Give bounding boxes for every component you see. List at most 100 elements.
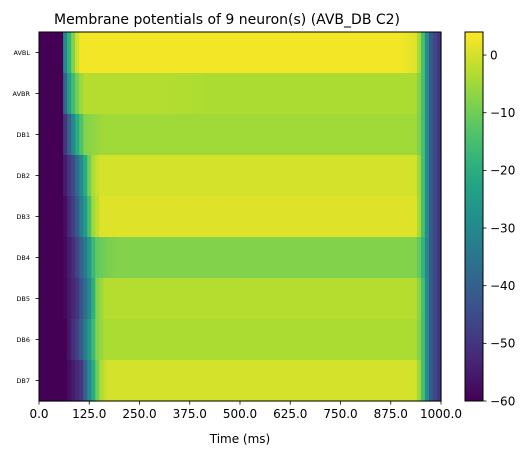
- heatmap-cell: [123, 32, 129, 74]
- heatmap-cell: [404, 319, 410, 361]
- heatmap-cell: [71, 237, 76, 279]
- heatmap-cell: [280, 196, 285, 238]
- heatmap-cell: [296, 278, 301, 320]
- heatmap-cell: [163, 114, 169, 156]
- heatmap-cell: [119, 319, 125, 361]
- heatmap-cell: [119, 196, 125, 238]
- heatmap-cell: [356, 319, 362, 361]
- heatmap-cell: [292, 114, 297, 156]
- heatmap-cell: [231, 32, 237, 74]
- heatmap-cell: [147, 360, 153, 402]
- heatmap-cell: [147, 278, 153, 320]
- heatmap-cell: [240, 237, 245, 279]
- heatmap-cell: [131, 155, 137, 197]
- heatmap-cell: [211, 237, 217, 279]
- colorbar-tick-label: −40: [490, 279, 515, 293]
- heatmap-cell: [364, 114, 370, 156]
- heatmap-cell: [336, 155, 342, 197]
- heatmap-cell: [352, 360, 358, 402]
- heatmap-cell: [288, 319, 293, 361]
- heatmap-cell: [420, 155, 426, 197]
- heatmap-cell: [127, 73, 133, 115]
- heatmap-cell: [99, 114, 104, 156]
- heatmap-cell: [39, 32, 44, 74]
- heatmap-cell: [223, 360, 229, 402]
- heatmap-cell: [424, 73, 430, 115]
- heatmap-cell: [340, 114, 346, 156]
- heatmap-cell: [103, 319, 108, 361]
- heatmap-cell: [352, 114, 358, 156]
- heatmap-row-avbl: [39, 32, 442, 74]
- heatmap-cell: [163, 278, 169, 320]
- heatmap-cell: [175, 278, 181, 320]
- heatmap-cell: [436, 278, 442, 320]
- heatmap-cell: [43, 360, 48, 402]
- heatmap-cell: [348, 73, 354, 115]
- heatmap-cell: [412, 155, 418, 197]
- heatmap-cell: [111, 360, 116, 402]
- heatmap-cell: [388, 237, 394, 279]
- heatmap-cell: [111, 114, 116, 156]
- heatmap-row-db6: [39, 319, 442, 361]
- heatmap-cell: [364, 278, 370, 320]
- heatmap-cell: [324, 237, 330, 279]
- heatmap-cell: [211, 73, 217, 115]
- heatmap-cell: [219, 155, 225, 197]
- heatmap-cell: [199, 360, 205, 402]
- heatmap-cell: [276, 237, 281, 279]
- heatmap-cell: [304, 114, 309, 156]
- heatmap-cell: [428, 237, 434, 279]
- heatmap-cell: [83, 196, 88, 238]
- heatmap-cell: [268, 360, 273, 402]
- heatmap-cell: [95, 73, 100, 115]
- heatmap-cell: [344, 73, 350, 115]
- heatmap-cell: [252, 196, 257, 238]
- heatmap-cell: [63, 237, 68, 279]
- heatmap-cell: [300, 155, 305, 197]
- heatmap-cell: [43, 278, 48, 320]
- heatmap-cell: [280, 237, 285, 279]
- heatmap-cell: [420, 114, 426, 156]
- heatmap-cell: [187, 319, 193, 361]
- heatmap-cell: [412, 32, 418, 74]
- heatmap-cell: [312, 32, 317, 74]
- heatmap-cell: [171, 73, 177, 115]
- heatmap-cell: [71, 73, 76, 115]
- heatmap-cell: [131, 278, 137, 320]
- heatmap-cell: [115, 155, 120, 197]
- heatmap-cell: [376, 114, 382, 156]
- heatmap-cell: [256, 278, 261, 320]
- heatmap-cell: [59, 114, 64, 156]
- heatmap-cell: [268, 73, 273, 115]
- heatmap-cell: [284, 196, 289, 238]
- heatmap-cell: [39, 360, 44, 402]
- heatmap-cell: [83, 73, 88, 115]
- heatmap-cell: [131, 196, 137, 238]
- heatmap-cell: [171, 155, 177, 197]
- heatmap-cell: [376, 319, 382, 361]
- heatmap-cell: [195, 319, 201, 361]
- heatmap-cell: [63, 73, 68, 115]
- heatmap-cell: [432, 237, 438, 279]
- heatmap-cell: [135, 278, 141, 320]
- heatmap-cell: [183, 278, 189, 320]
- heatmap-cell: [151, 196, 157, 238]
- heatmap-cell: [47, 360, 52, 402]
- heatmap-cell: [244, 237, 249, 279]
- heatmap-cell: [211, 32, 217, 74]
- heatmap-cell: [428, 278, 434, 320]
- heatmap-cell: [39, 319, 44, 361]
- heatmap-cell: [39, 155, 44, 197]
- heatmap-cell: [296, 196, 301, 238]
- heatmap-cell: [432, 278, 438, 320]
- heatmap-cell: [199, 114, 205, 156]
- heatmap-cell: [143, 155, 149, 197]
- heatmap-cell: [392, 319, 398, 361]
- heatmap-cell: [231, 196, 237, 238]
- heatmap-cell: [356, 278, 362, 320]
- heatmap-cell: [300, 73, 305, 115]
- heatmap-cell: [352, 196, 358, 238]
- heatmap-cell: [416, 114, 422, 156]
- x-tick-label: 875.0: [374, 407, 408, 421]
- heatmap-cell: [264, 73, 269, 115]
